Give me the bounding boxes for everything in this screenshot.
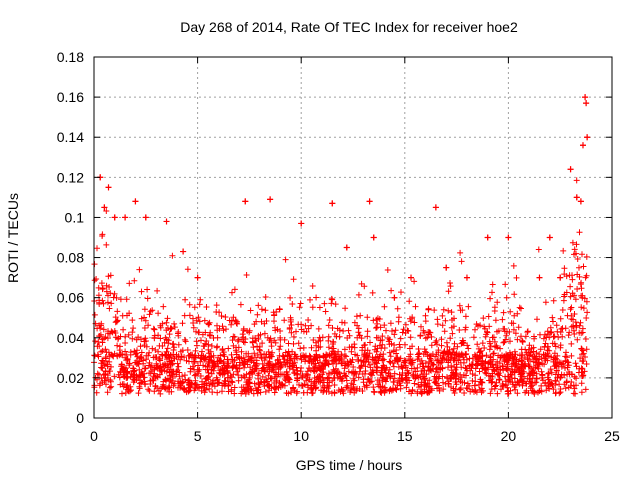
data-point <box>391 294 398 301</box>
y-tick-label: 0.06 <box>57 290 84 306</box>
data-point <box>194 274 201 281</box>
data-point <box>343 244 350 251</box>
data-point <box>484 234 491 241</box>
data-point <box>579 142 586 149</box>
data-point <box>536 274 543 281</box>
data-point <box>111 214 118 221</box>
x-tick-label: 10 <box>293 428 309 444</box>
data-point <box>505 234 512 241</box>
y-tick-label: 0.08 <box>57 250 84 266</box>
data-point <box>101 204 108 211</box>
data-point <box>298 220 305 227</box>
data-point <box>366 198 373 205</box>
y-tick-label: 0.18 <box>57 49 84 65</box>
data-point <box>584 134 591 141</box>
y-tick-label: 0.04 <box>57 330 84 346</box>
data-point <box>432 204 439 211</box>
data-point <box>142 214 149 221</box>
x-tick-label: 15 <box>397 428 413 444</box>
data-point <box>557 274 564 281</box>
x-tick-label: 5 <box>194 428 202 444</box>
data-point <box>582 94 589 101</box>
chart-title: Day 268 of 2014, Rate Of TEC Index for r… <box>180 19 518 35</box>
data-point <box>163 218 170 225</box>
roti-markers <box>91 94 591 397</box>
data-point <box>573 194 580 201</box>
data-point <box>132 198 139 205</box>
y-tick-label: 0.1 <box>65 209 85 225</box>
data-point <box>583 100 590 107</box>
data-point <box>267 196 274 203</box>
data-point <box>546 234 553 241</box>
plot-frame <box>93 56 613 419</box>
x-tick-label: 0 <box>90 428 98 444</box>
y-tick-label: 0.16 <box>57 89 84 105</box>
y-tick-label: 0.12 <box>57 169 84 185</box>
data-point <box>577 198 584 205</box>
data-point <box>242 198 249 205</box>
x-axis-label: GPS time / hours <box>296 457 403 473</box>
y-tick-label: 0.02 <box>57 370 84 386</box>
data-series-roti <box>91 94 591 397</box>
axis-ticks: 0 0.02 0.04 0.06 0.08 0.1 0.12 0.14 0.16 0.18 0 5 10… <box>57 49 620 444</box>
data-point <box>463 274 470 281</box>
data-point <box>122 214 129 221</box>
data-point <box>180 248 187 255</box>
y-axis-label: ROTI / TECUs <box>5 193 21 283</box>
y-tick-label: 0.14 <box>57 129 84 145</box>
data-point <box>370 234 377 241</box>
data-point <box>105 184 112 191</box>
x-tick-label: 25 <box>604 428 620 444</box>
x-tick-label: 20 <box>501 428 517 444</box>
y-tick-label: 0 <box>76 410 84 426</box>
data-point <box>408 274 415 281</box>
data-point <box>567 166 574 173</box>
data-point <box>443 264 450 271</box>
data-point <box>329 200 336 207</box>
